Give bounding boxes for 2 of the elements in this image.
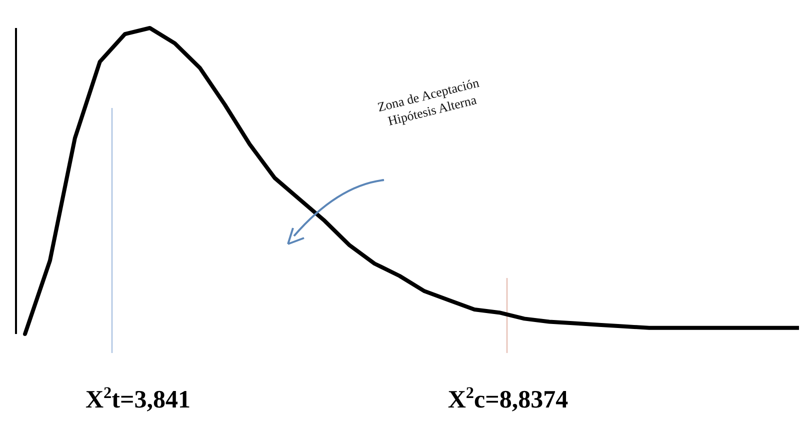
text: X$^{2}$t=3,841 [85, 384, 190, 414]
text: X$^{2}$c=8,8374 [448, 384, 568, 414]
